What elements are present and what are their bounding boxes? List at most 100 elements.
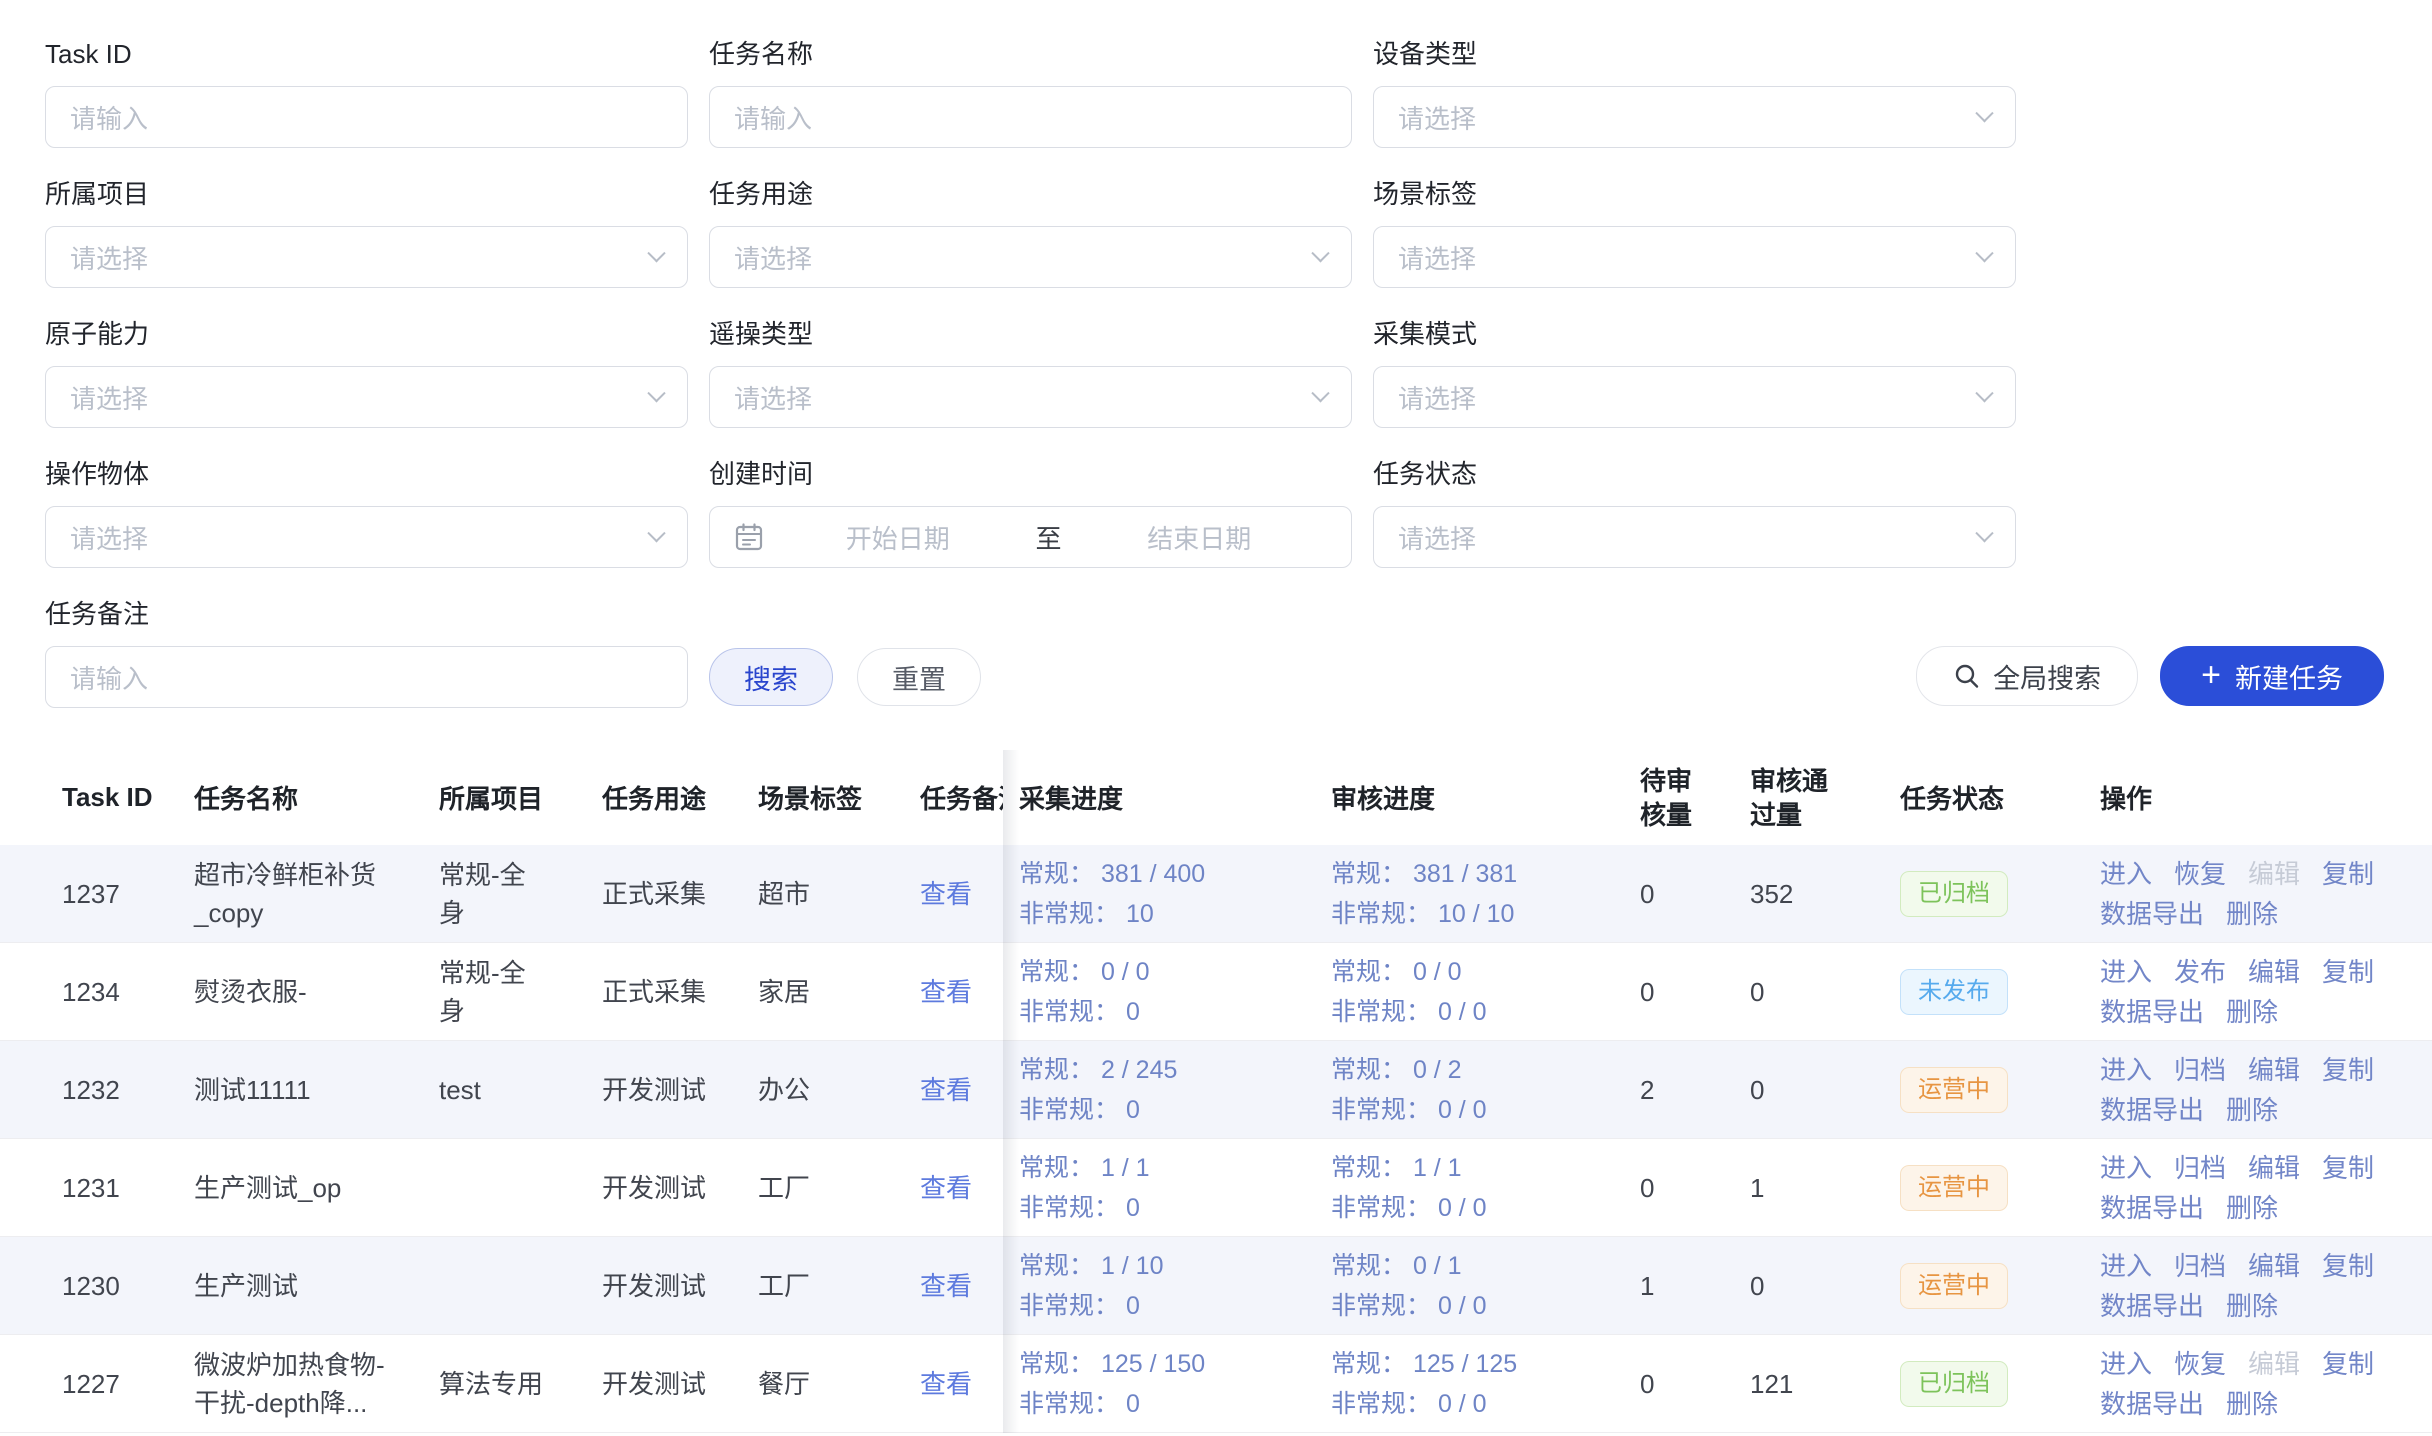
chevron-down-icon [1975,523,1994,542]
action-link[interactable]: 进入 [2100,858,2153,889]
cell-passed: 0 [1750,976,1765,1007]
view-remark-link[interactable]: 查看 [920,1074,973,1105]
action-link[interactable]: 数据导出 [2100,1290,2205,1321]
plus-icon: + [2201,655,2221,694]
chevron-down-icon [1311,383,1330,402]
action-link[interactable]: 编辑 [2248,956,2301,987]
select-input[interactable]: 请选择 [45,506,688,568]
action-link[interactable]: 进入 [2100,1250,2153,1281]
select-placeholder: 请选择 [1398,103,1477,134]
cell-task-id: 1230 [62,1270,120,1301]
action-link[interactable]: 编辑 [2248,1054,2301,1085]
filter-label: 场景标签 [1373,179,1478,209]
filter-label: Task ID [45,39,132,69]
action-link[interactable]: 删除 [2226,1388,2279,1419]
action-link[interactable]: 恢复 [2174,1348,2227,1379]
col-header-passed: 审核通过量 [1750,765,1829,830]
cell-review-progress: 常规： 0 / 2 非常规： 0 / 0 [1331,1055,1487,1124]
cell-collect-progress: 常规： 1 / 1 非常规： 0 [1019,1153,1150,1222]
action-link[interactable]: 删除 [2226,996,2279,1027]
filter-label: 采集模式 [1373,319,1478,349]
view-remark-link[interactable]: 查看 [920,1172,973,1203]
action-link[interactable]: 数据导出 [2100,996,2205,1027]
chevron-down-icon [1311,243,1330,262]
action-link[interactable]: 复制 [2322,1152,2375,1183]
action-link[interactable]: 发布 [2174,956,2227,987]
col-header-task-id: Task ID [62,782,153,812]
table-header: Task ID 任务名称 所属项目 任务用途 场景标签 任务备注 采集进度 审核… [0,750,2432,845]
col-header-task-name: 任务名称 [194,784,299,814]
cell-pending: 0 [1640,1368,1655,1399]
action-link[interactable]: 编辑 [2248,1152,2301,1183]
action-link: 编辑 [2248,1348,2301,1379]
select-input[interactable]: 请选择 [1373,366,2016,428]
cell-task-id: 1237 [62,878,120,909]
view-remark-link[interactable]: 查看 [920,878,973,909]
select-input[interactable]: 请选择 [45,226,688,288]
filter-field: 任务状态 请选择 [1373,456,2016,568]
action-link: 编辑 [2248,858,2301,889]
view-remark-link[interactable]: 查看 [920,976,973,1007]
action-link[interactable]: 复制 [2322,1348,2375,1379]
action-link[interactable]: 归档 [2174,1054,2227,1085]
filter-field: 遥操类型 请选择 [709,316,1352,428]
cell-collect-progress: 常规： 2 / 245 非常规： 0 [1019,1055,1178,1124]
action-link[interactable]: 删除 [2226,1290,2279,1321]
text-input[interactable]: 请输入 [709,86,1352,148]
filter-label: 任务名称 [709,39,814,69]
new-task-button[interactable]: + 新建任务 [2160,646,2384,706]
action-link[interactable]: 数据导出 [2100,898,2205,929]
search-button[interactable]: 搜索 [709,648,833,706]
action-link[interactable]: 数据导出 [2100,1388,2205,1419]
text-input[interactable]: 请输入 [45,86,688,148]
select-placeholder: 请选择 [734,243,813,274]
view-remark-link[interactable]: 查看 [920,1270,973,1301]
daterange-input[interactable]: 开始日期 至 结束日期 [709,506,1352,568]
global-search-button[interactable]: 全局搜索 [1916,646,2139,706]
action-link[interactable]: 归档 [2174,1250,2227,1281]
view-remark-link[interactable]: 查看 [920,1368,973,1399]
action-link[interactable]: 数据导出 [2100,1192,2205,1223]
action-link[interactable]: 进入 [2100,1054,2153,1085]
chevron-down-icon [647,523,666,542]
cell-project: 算法专用 [439,1368,544,1399]
action-link[interactable]: 删除 [2226,898,2279,929]
remark-input[interactable]: 请输入 [45,646,688,708]
cell-purpose: 开发测试 [602,1368,707,1399]
action-link[interactable]: 进入 [2100,1152,2153,1183]
action-link[interactable]: 编辑 [2248,1250,2301,1281]
reset-button[interactable]: 重置 [857,648,981,706]
action-link[interactable]: 复制 [2322,956,2375,987]
cell-pending: 1 [1640,1270,1655,1301]
select-input[interactable]: 请选择 [709,226,1352,288]
action-link[interactable]: 删除 [2226,1192,2279,1223]
action-link[interactable]: 恢复 [2174,858,2227,889]
cell-purpose: 正式采集 [602,976,707,1007]
col-header-actions: 操作 [2100,784,2153,814]
action-link[interactable]: 进入 [2100,956,2153,987]
input-placeholder: 请输入 [70,663,149,694]
cell-scene: 工厂 [758,1172,811,1203]
filter-label: 原子能力 [45,319,150,349]
cell-passed: 0 [1750,1074,1765,1105]
action-link[interactable]: 进入 [2100,1348,2153,1379]
date-separator: 至 [1035,523,1062,554]
select-input[interactable]: 请选择 [1373,226,2016,288]
action-link[interactable]: 归档 [2174,1152,2227,1183]
cell-status: 运营中 [1900,1262,2100,1309]
action-link[interactable]: 复制 [2322,1250,2375,1281]
search-icon [1955,664,1979,688]
select-input[interactable]: 请选择 [709,366,1352,428]
action-link[interactable]: 复制 [2322,858,2375,889]
select-input[interactable]: 请选择 [1373,506,2016,568]
cell-actions: 进入 恢复 编辑 复制数据导出 删除 [2100,1346,2432,1422]
cell-scene: 工厂 [758,1270,811,1301]
cell-scene: 办公 [758,1074,811,1105]
action-link[interactable]: 复制 [2322,1054,2375,1085]
cell-task-name: 测试11111 [194,1074,311,1105]
action-link[interactable]: 删除 [2226,1094,2279,1125]
action-link[interactable]: 数据导出 [2100,1094,2205,1125]
cell-scene: 家居 [758,976,811,1007]
select-input[interactable]: 请选择 [1373,86,2016,148]
select-input[interactable]: 请选择 [45,366,688,428]
